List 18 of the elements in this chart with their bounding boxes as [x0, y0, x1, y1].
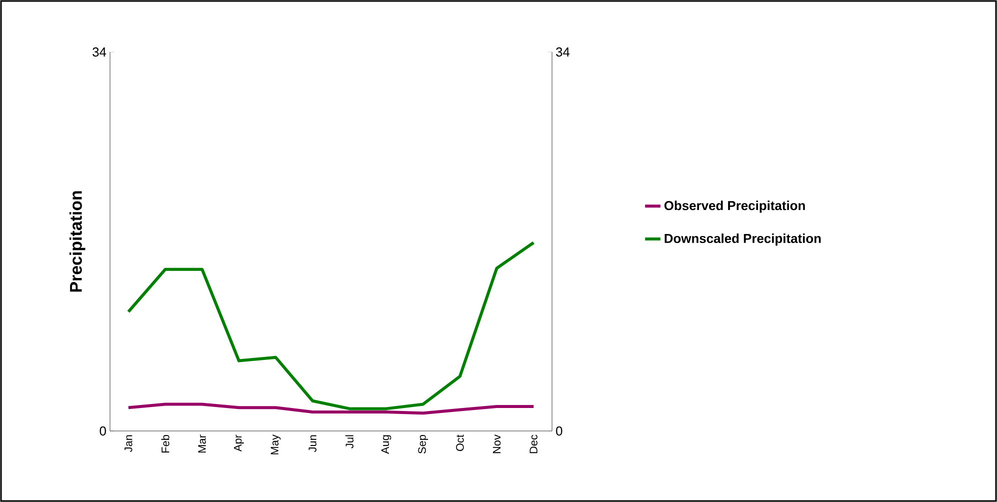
x-tick-label: Jun — [308, 435, 316, 452]
y2-tick-label: 34 — [556, 47, 570, 57]
legend-label: Observed Precipitation — [664, 200, 805, 213]
x-tick-label: Jan — [124, 435, 132, 452]
x-tick-label: Feb — [161, 434, 170, 452]
y-axis-title: Precipitation — [69, 191, 86, 292]
x-tick-label: May — [270, 434, 281, 454]
x-tick-label: Nov — [492, 434, 501, 454]
x-tick-label: Dec — [530, 434, 538, 454]
x-tick-label: Jul — [345, 435, 354, 448]
x-tick-label: Mar — [198, 434, 206, 452]
x-tick-label: Apr — [234, 434, 244, 452]
line-series — [126, 241, 536, 410]
y2-tick-label: 0 — [556, 426, 562, 436]
x-tick-label: Sep — [418, 434, 428, 454]
x-tick-label: Aug — [381, 435, 392, 454]
x-tick-label: Oct — [456, 434, 464, 452]
legend-label: Downscaled Precipitation — [664, 234, 821, 246]
